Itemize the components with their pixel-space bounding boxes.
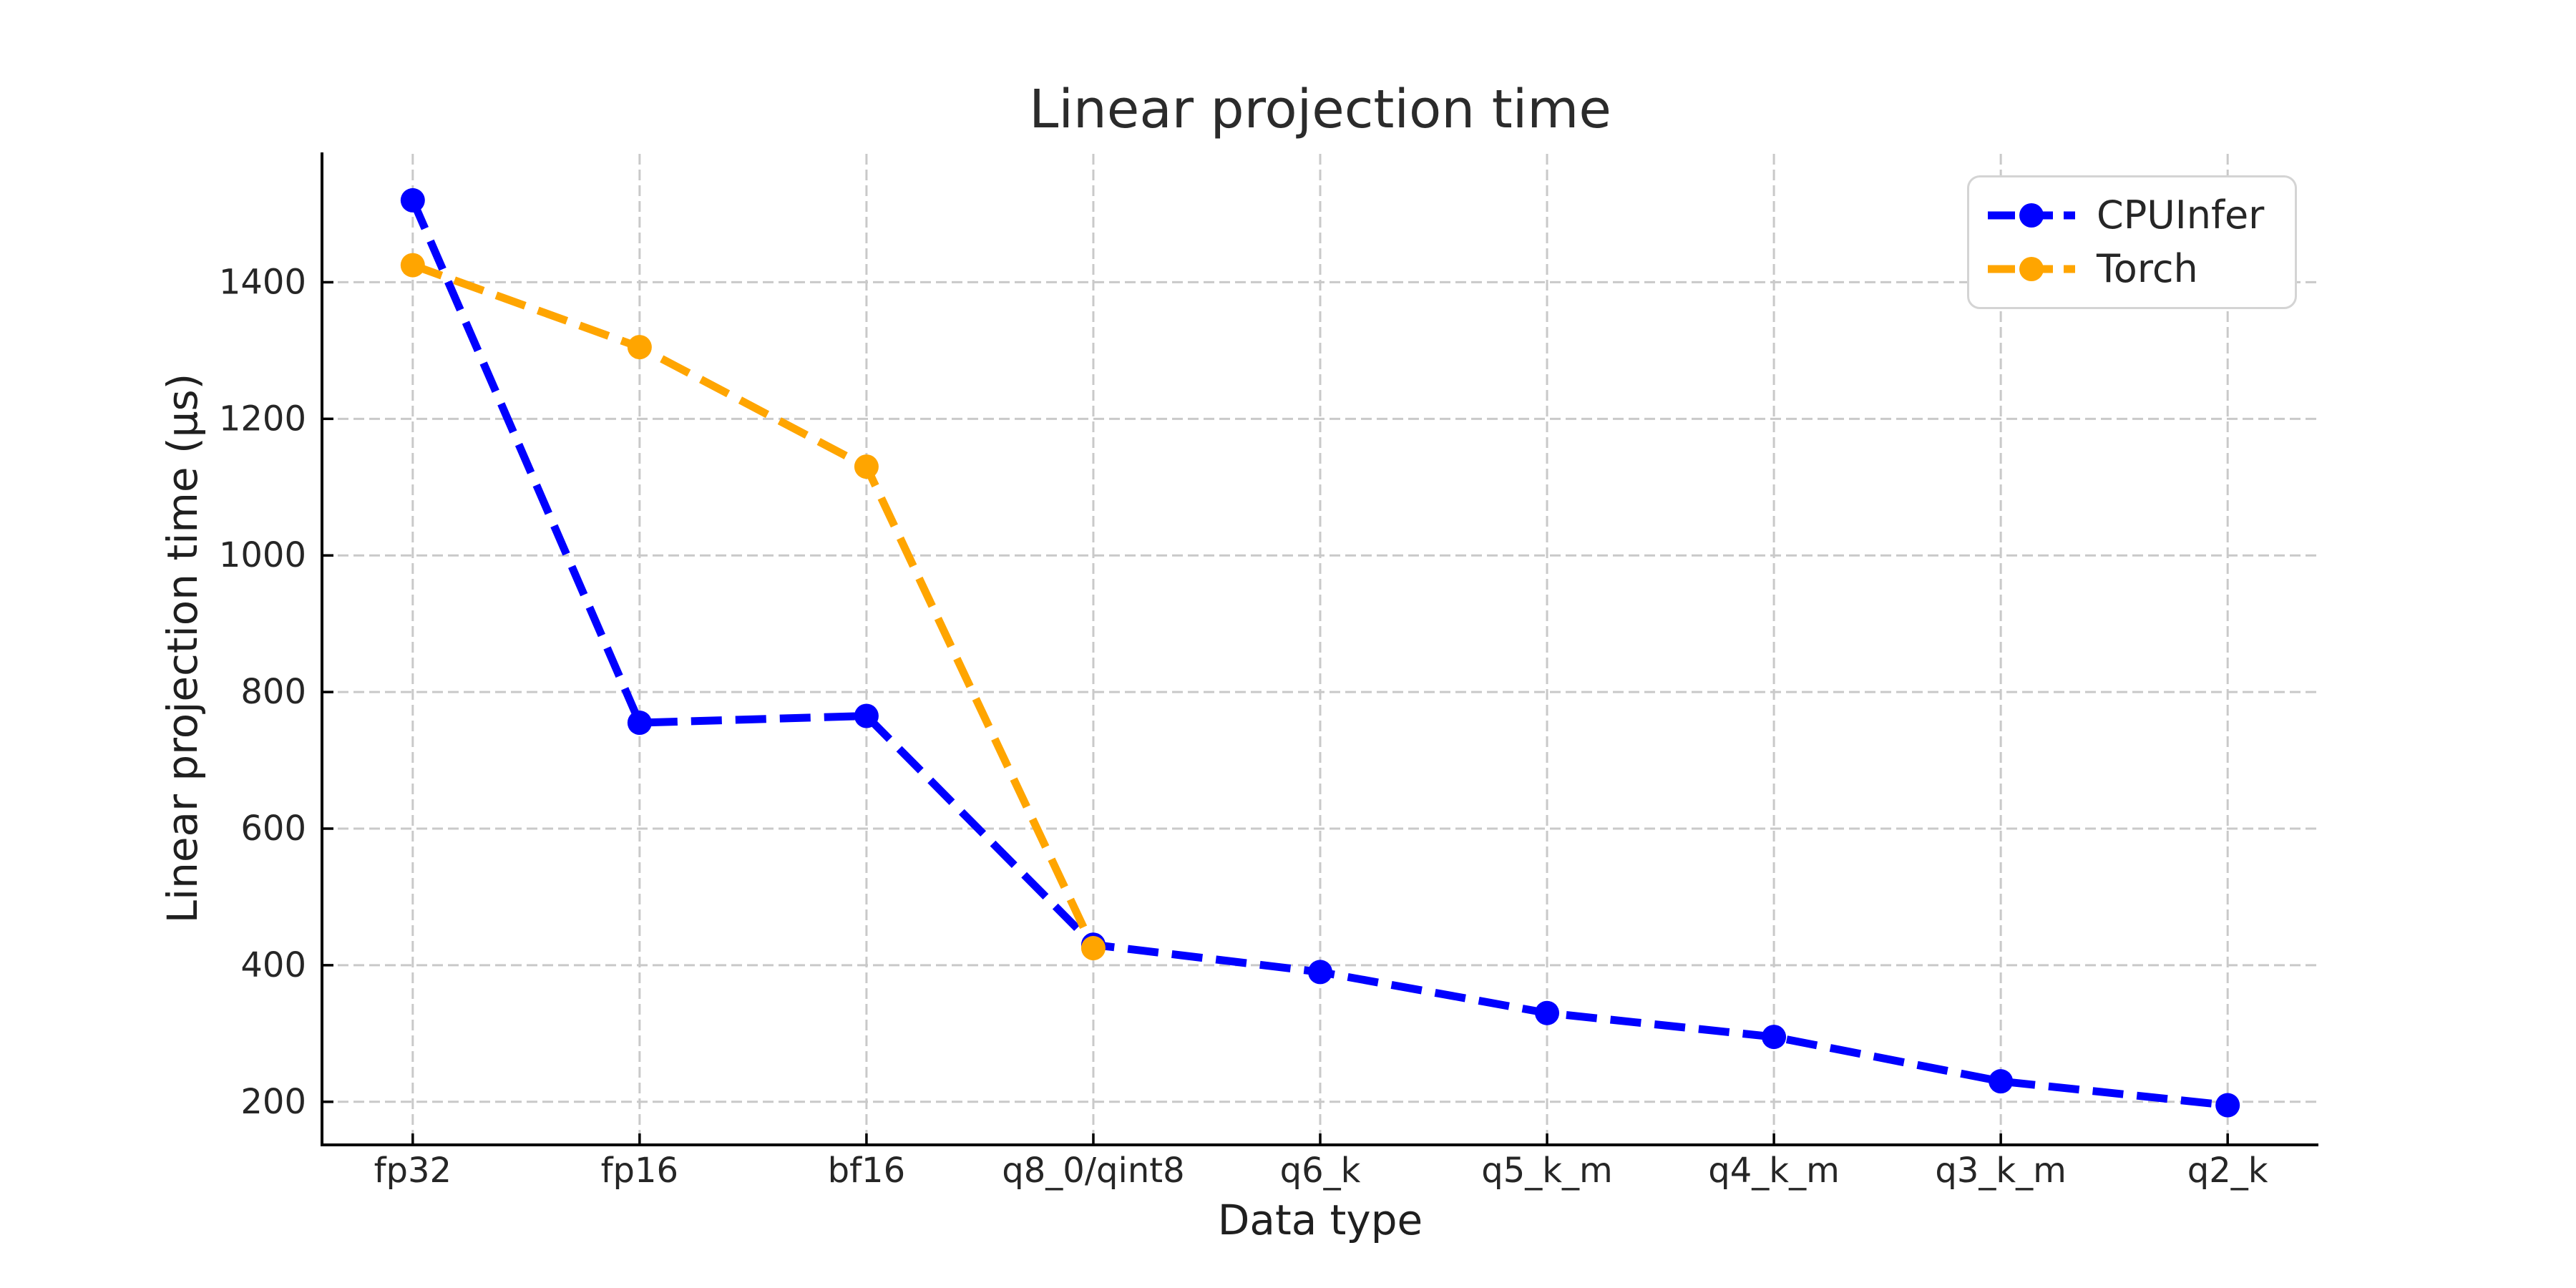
y-axis-label: Linear projection time (μs) — [158, 373, 207, 924]
legend-label: Torch — [2097, 246, 2198, 291]
y-tick-label: 800 — [240, 672, 306, 712]
x-tick-label: q3_k_m — [1935, 1151, 2067, 1191]
torch-line-sample-icon — [1988, 257, 2075, 281]
y-tick-label: 400 — [240, 945, 306, 985]
y-tick-label: 1400 — [219, 262, 306, 302]
data-point-torch-q8_0/qint8 — [1080, 936, 1106, 961]
data-point-torch-bf16 — [854, 454, 879, 479]
x-tick-label: q5_k_m — [1481, 1151, 1613, 1191]
data-point-cpuinfer-bf16 — [854, 703, 879, 728]
data-point-cpuinfer-fp32 — [400, 187, 425, 213]
data-point-cpuinfer-fp16 — [627, 711, 652, 736]
y-tick-label: 1000 — [219, 535, 306, 575]
data-point-torch-fp32 — [400, 253, 425, 278]
x-tick-label: fp32 — [374, 1151, 452, 1191]
data-point-torch-fp16 — [627, 335, 652, 360]
legend-item-torch: Torch — [1985, 248, 2279, 291]
x-tick-label: bf16 — [828, 1151, 905, 1191]
series-line-torch — [411, 261, 1097, 950]
x-tick-label: q8_0/qint8 — [1002, 1151, 1184, 1191]
chart-title: Linear projection time — [1029, 79, 1611, 140]
y-tick-label: 1200 — [219, 399, 306, 439]
legend-item-cpuinfer: CPUInfer — [1985, 194, 2279, 237]
y-tick-label: 200 — [240, 1082, 306, 1122]
data-point-cpuinfer-q2_k — [2215, 1093, 2240, 1118]
x-tick-label: q4_k_m — [1708, 1151, 1840, 1191]
cpuinfer-line-sample-icon — [1988, 203, 2075, 228]
data-point-cpuinfer-q6_k — [1308, 960, 1332, 985]
data-point-cpuinfer-q4_k_m — [1762, 1025, 1787, 1050]
x-axis-label: Data type — [1217, 1196, 1423, 1244]
legend: CPUInfer Torch — [1967, 175, 2297, 309]
x-tick-label: q2_k — [2187, 1151, 2268, 1191]
data-point-cpuinfer-q5_k_m — [1535, 1000, 1560, 1025]
legend-label: CPUInfer — [2097, 192, 2265, 238]
y-tick-label: 600 — [240, 809, 306, 849]
data-point-cpuinfer-q3_k_m — [1989, 1069, 2014, 1094]
x-tick-label: fp16 — [601, 1151, 678, 1191]
x-tick-label: q6_k — [1280, 1151, 1361, 1191]
